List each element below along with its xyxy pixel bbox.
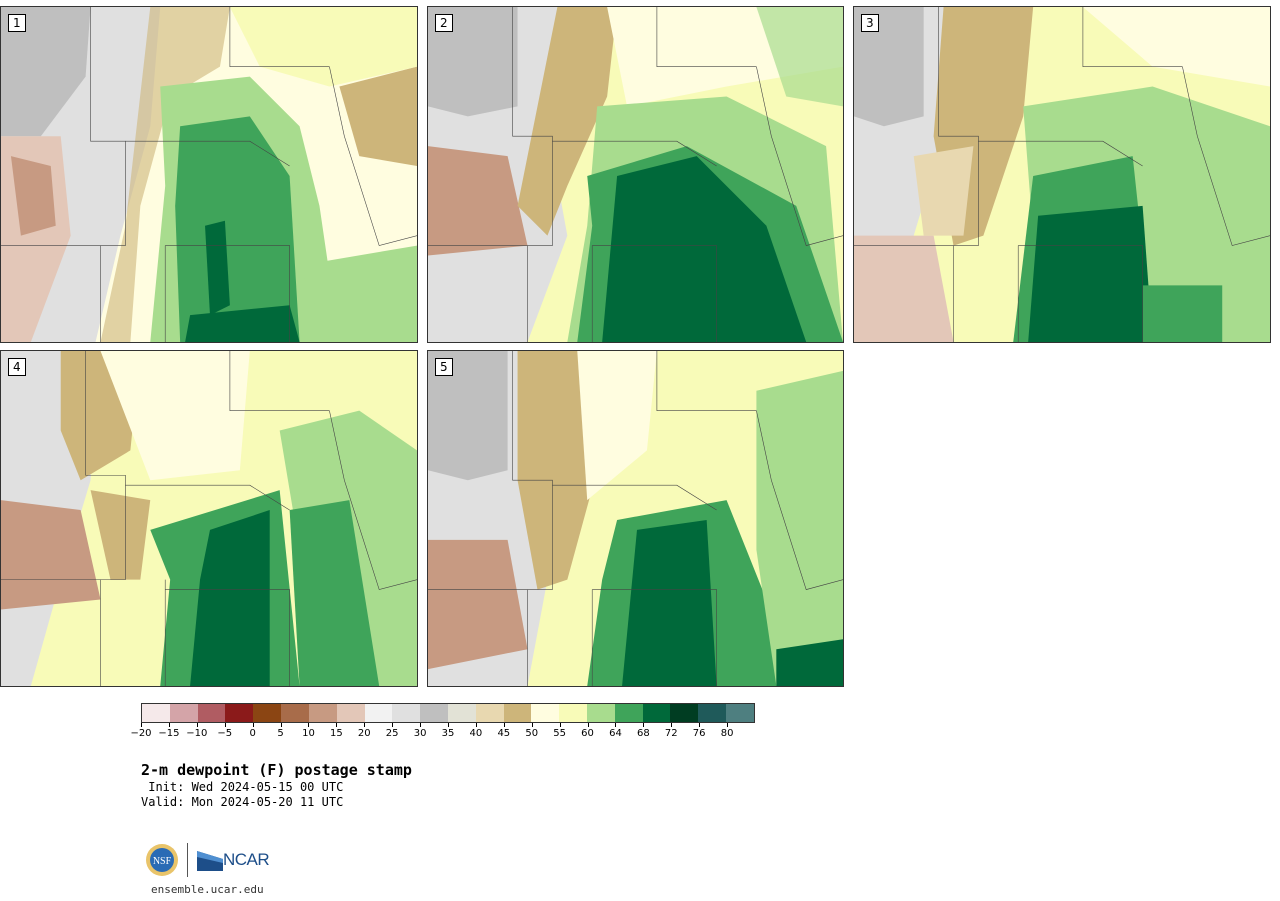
colorbar-tick-label: 25 (385, 728, 399, 739)
panel-number-label: 4 (8, 358, 26, 376)
nsf-logo-text: NSF (153, 856, 172, 867)
valid-time: Valid: Mon 2024-05-20 11 UTC (141, 795, 344, 809)
colorbar-tick (308, 723, 310, 727)
colorbar-swatch (642, 704, 671, 722)
stamp-panel-5: 5 (427, 350, 844, 687)
colorbar-tick-label: 10 (302, 728, 315, 739)
colorbar-tick (699, 723, 701, 727)
logo-row: NSF NCAR (145, 843, 270, 877)
colorbar-swatch (559, 704, 587, 722)
colorbar-tick (587, 723, 589, 727)
colorbar-tick-label: 40 (469, 728, 483, 739)
colorbar-tick (727, 723, 729, 727)
dewpoint-map-4 (1, 351, 417, 686)
colorbar-swatch (281, 704, 309, 722)
dewpoint-map-2 (428, 7, 843, 342)
colorbar-swatch (587, 704, 615, 722)
colorbar-tick-label: 50 (525, 728, 539, 739)
site-url: ensemble.ucar.edu (151, 883, 264, 896)
panel-number-label: 1 (8, 14, 26, 32)
colorbar-swatch (475, 704, 504, 722)
logo-divider (187, 843, 188, 877)
stamp-panel-1: 1 (0, 6, 418, 343)
colorbar-tick-label: −5 (217, 728, 233, 739)
init-time: Init: Wed 2024-05-15 00 UTC (141, 780, 344, 794)
colorbar-swatch (142, 704, 170, 722)
colorbar-tick-label: 35 (441, 728, 455, 739)
dewpoint-colorbar (141, 703, 755, 723)
colorbar-swatch (726, 704, 754, 722)
colorbar-tick (224, 723, 226, 727)
colorbar-tick (392, 723, 394, 727)
colorbar-tick-label: 0 (249, 728, 256, 739)
ncar-logo-icon (197, 851, 223, 871)
colorbar-tick (420, 723, 422, 727)
colorbar-swatch (364, 704, 393, 722)
colorbar-tick (671, 723, 673, 727)
colorbar-tick (643, 723, 645, 727)
colorbar-tick (336, 723, 338, 727)
colorbar-tick (531, 723, 533, 727)
colorbar-tick-label: 60 (581, 728, 594, 739)
colorbar-swatch (197, 704, 226, 722)
colorbar-tick (364, 723, 366, 727)
colorbar-swatch (392, 704, 421, 722)
dewpoint-map-1 (1, 7, 417, 342)
panel-number-label: 3 (861, 14, 879, 32)
colorbar-swatch (531, 704, 560, 722)
colorbar-swatch (169, 704, 198, 722)
colorbar-tick-label: −20 (130, 728, 152, 739)
plot-title: 2-m dewpoint (F) postage stamp (141, 761, 412, 779)
colorbar-tick-label: 20 (357, 728, 371, 739)
colorbar-tick-label: 5 (277, 728, 284, 739)
ncar-logo-text: NCAR (223, 850, 270, 869)
colorbar-swatch (447, 704, 476, 722)
panel-number-label: 2 (435, 14, 453, 32)
stamp-panel-4: 4 (0, 350, 418, 687)
colorbar-tick (559, 723, 561, 727)
panel-number-label: 5 (435, 358, 453, 376)
nsf-logo-icon: NSF (146, 844, 178, 876)
colorbar-tick-label: 15 (329, 728, 343, 739)
colorbar-tick (168, 723, 170, 727)
colorbar-tick-label: 76 (692, 728, 706, 739)
colorbar-tick-label: −15 (158, 728, 180, 739)
colorbar-swatch (420, 704, 448, 722)
colorbar-tick-label: 64 (609, 728, 622, 739)
colorbar-tick (475, 723, 477, 727)
colorbar-tick-label: −10 (186, 728, 208, 739)
colorbar-tick-label: 68 (636, 728, 650, 739)
colorbar-tick-labels: −20 −15 −10 −5 0 5 10 15 20 25 30 35 40 45 50 55 60 64 68 7… (130, 723, 755, 743)
colorbar-swatch (225, 704, 254, 722)
dewpoint-map-3 (854, 7, 1270, 342)
colorbar-tick-label: 55 (553, 728, 566, 739)
colorbar-swatch (308, 704, 337, 722)
colorbar-swatch (698, 704, 727, 722)
stamp-panel-2: 2 (427, 6, 844, 343)
colorbar-tick (196, 723, 198, 727)
colorbar-tick-label: 45 (497, 728, 511, 739)
stamp-panel-3: 3 (853, 6, 1271, 343)
colorbar-swatch (670, 704, 699, 722)
colorbar-tick-label: 80 (720, 728, 734, 739)
colorbar-tick (252, 723, 254, 727)
colorbar-swatch (336, 704, 365, 722)
colorbar-tick (141, 723, 142, 727)
colorbar-tick (615, 723, 617, 727)
colorbar-tick (448, 723, 449, 727)
colorbar-swatch (614, 704, 643, 722)
colorbar-tick-label: 30 (413, 728, 427, 739)
colorbar-swatch (253, 704, 282, 722)
colorbar-tick-label: 72 (664, 728, 678, 739)
dewpoint-map-5 (428, 351, 843, 686)
colorbar-tick (503, 723, 505, 727)
colorbar-swatch (503, 704, 532, 722)
colorbar-tick (280, 723, 282, 727)
